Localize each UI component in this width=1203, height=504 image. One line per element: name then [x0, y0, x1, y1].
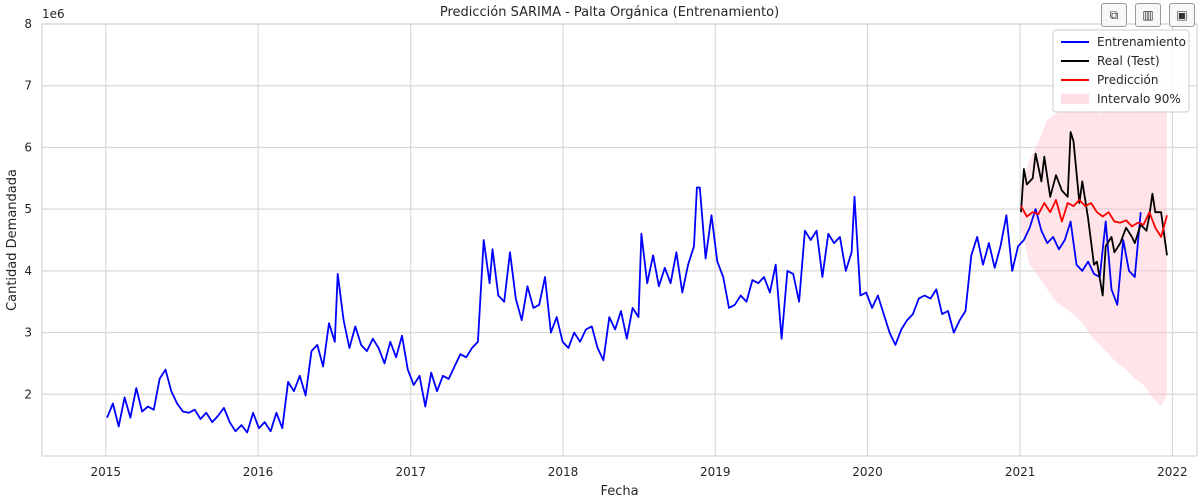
plot-area	[42, 24, 1197, 456]
x-tick-label: 2016	[243, 465, 274, 479]
interval-band	[1021, 107, 1167, 407]
y-tick-label: 5	[24, 202, 32, 216]
y-tick-label: 7	[24, 79, 32, 93]
chart-title: Predicción SARIMA - Palta Orgánica (Entr…	[440, 5, 779, 20]
x-tick-label: 2021	[1005, 465, 1036, 479]
copy-icon[interactable]: ⧉	[1101, 3, 1127, 27]
toolbar: ⧉ ▥ ▣	[1101, 3, 1195, 27]
legend-label: Intervalo 90%	[1097, 92, 1181, 106]
save-icon[interactable]: ▣	[1169, 3, 1195, 27]
x-tick-label: 2017	[395, 465, 426, 479]
legend: Entrenamiento Real (Test) Predicción Interv…	[1052, 29, 1190, 113]
series-line-0	[106, 186, 1142, 434]
y-tick-label: 4	[24, 264, 32, 278]
y-offset-label: 1e6	[42, 7, 65, 21]
x-tick-label: 2020	[852, 465, 883, 479]
series-line-1	[1020, 131, 1168, 297]
y-tick-label: 3	[24, 326, 32, 340]
chart-icon[interactable]: ▥	[1135, 3, 1161, 27]
y-axis-label: Cantidad Demandada	[5, 169, 20, 311]
x-tick-label: 2018	[548, 465, 579, 479]
plot-frame	[41, 23, 1198, 457]
legend-label: Real (Test)	[1097, 54, 1160, 68]
legend-box	[1052, 29, 1190, 113]
x-tick-label: 2022	[1157, 465, 1188, 479]
legend-swatch	[1061, 94, 1089, 104]
x-axis-label: Fecha	[600, 484, 638, 499]
y-tick-label: 8	[24, 17, 32, 31]
y-tick-label: 2	[24, 387, 32, 401]
x-tick-label: 2019	[700, 465, 731, 479]
legend-label: Predicción	[1097, 73, 1159, 87]
y-tick-label: 6	[24, 140, 32, 154]
series-line-2	[1020, 198, 1168, 238]
x-tick-label: 2015	[91, 465, 122, 479]
legend-label: Entrenamiento	[1097, 35, 1186, 49]
